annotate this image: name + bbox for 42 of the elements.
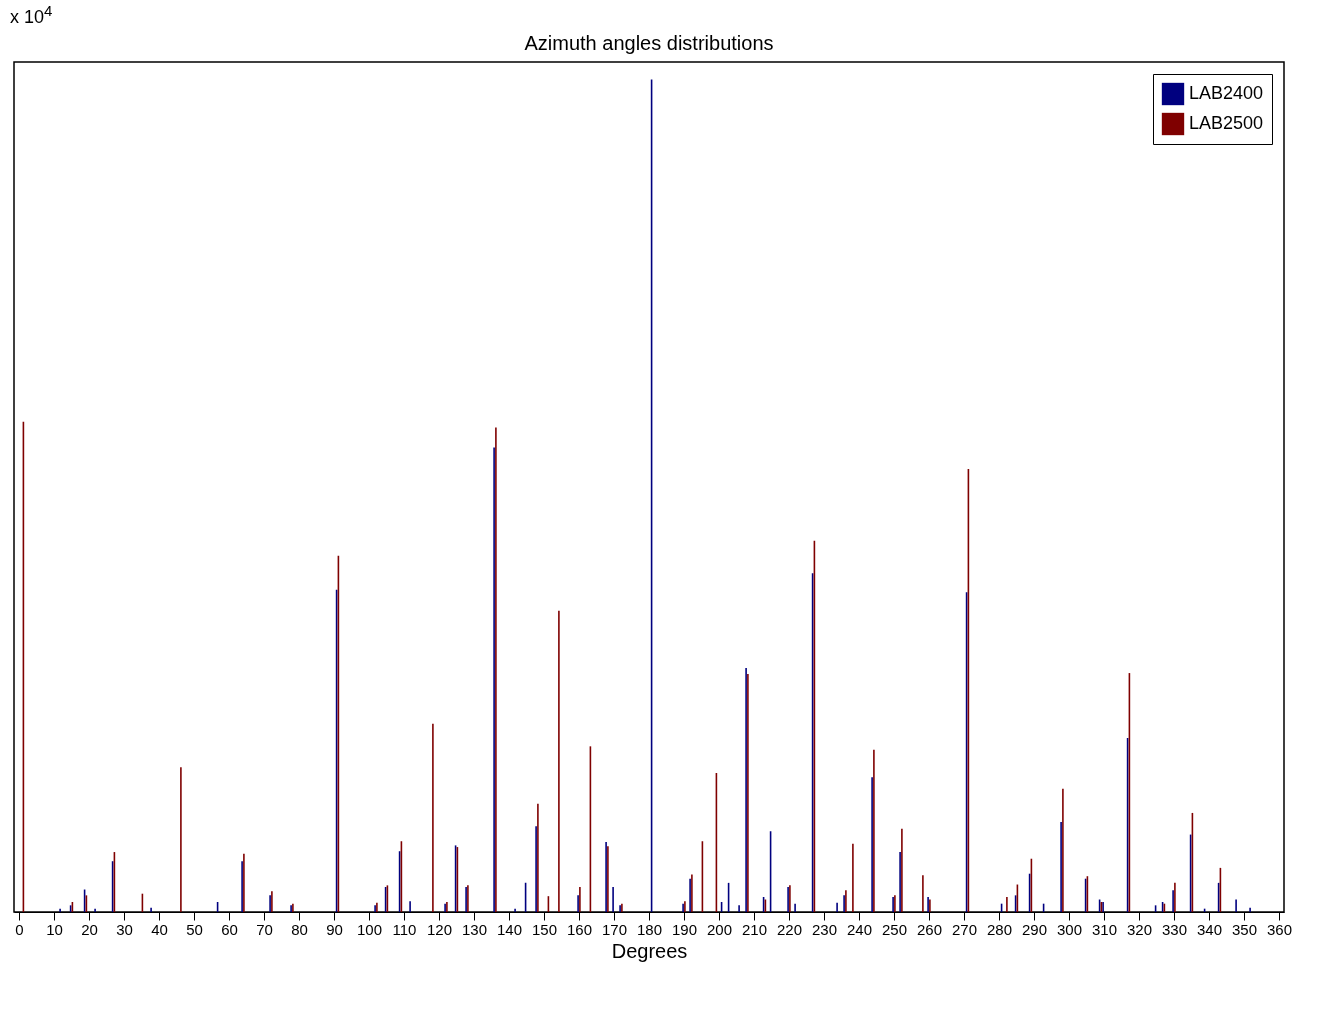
x-tick-label: 60	[221, 920, 238, 938]
x-tick-label: 20	[81, 920, 98, 938]
x-tick-label: 290	[1021, 920, 1048, 938]
x-tick-label: 140	[496, 920, 523, 938]
x-tick-label: 0	[15, 920, 24, 938]
x-tick-label: 340	[1196, 920, 1223, 938]
text: x 10$^{4}$	[10, 2, 53, 28]
x-tick-label: 100	[356, 920, 383, 938]
x-tick-label: 320	[1126, 920, 1153, 938]
x-tick-label: 310	[1091, 920, 1118, 938]
x-tick-label: 170	[601, 920, 628, 938]
x-tick-label: 220	[776, 920, 803, 938]
x-tick-label: 260	[916, 920, 943, 938]
x-tick-label: 250	[881, 920, 908, 938]
chart-title: Azimuth angles distributions	[524, 32, 774, 54]
x-tick-label: 110	[392, 920, 417, 938]
x-tick-label: 80	[291, 920, 308, 938]
x-tick-label: 180	[636, 920, 663, 938]
x-tick-label: 330	[1161, 920, 1188, 938]
x-tick-label: 150	[531, 920, 558, 938]
x-tick-label: 40	[151, 920, 168, 938]
legend-label: LAB2400	[1189, 83, 1264, 103]
x-tick-label: 230	[811, 920, 838, 938]
legend-label: LAB2500	[1189, 113, 1264, 133]
x-tick-label: 90	[326, 920, 343, 938]
x-tick-label: 10	[46, 920, 63, 938]
x-tick-label: 120	[426, 920, 453, 938]
x-tick-label: 200	[706, 920, 733, 938]
x-axis-title: Degrees	[611, 939, 688, 962]
x-tick-label: 160	[566, 920, 593, 938]
x-tick-label: 240	[846, 920, 873, 938]
x-tick-label: 190	[671, 920, 698, 938]
x-tick-label: 280	[986, 920, 1013, 938]
x-tick-label: 350	[1231, 920, 1258, 938]
x-tick-label: 30	[116, 920, 133, 938]
x-tick-label: 270	[951, 920, 978, 938]
x-tick-label: 360	[1266, 920, 1293, 938]
x-tick-label: 70	[256, 920, 273, 938]
x-tick-label: 210	[741, 920, 768, 938]
x-tick-label: 130	[461, 920, 488, 938]
x-tick-label: 300	[1056, 920, 1083, 938]
x-tick-label: 50	[186, 920, 203, 938]
